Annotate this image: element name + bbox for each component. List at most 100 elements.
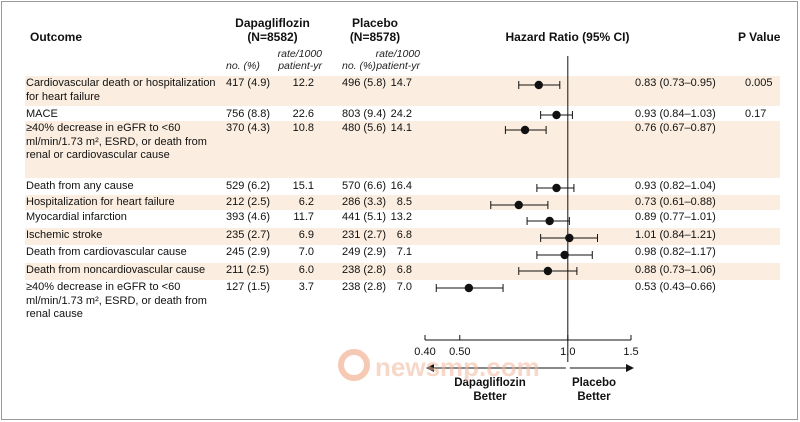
- header-p-value: P Value: [738, 30, 781, 44]
- dapagliflozin-rate: 15.1: [292, 180, 314, 192]
- hazard-ratio-text: 0.73 (0.61–0.88): [635, 196, 716, 208]
- x-tick-label: 0.50: [449, 346, 470, 358]
- subheader-p-rate: rate/1000 patient-yr: [366, 48, 420, 72]
- hazard-ratio-point: [543, 266, 553, 276]
- placebo-rate: 7.0: [396, 281, 412, 293]
- outcome-label: Cardiovascular death or hospitalization …: [26, 77, 216, 103]
- placebo-no-pct: 238 (2.8): [342, 264, 387, 276]
- hazard-ratio-point: [464, 283, 474, 293]
- row-shading: [25, 263, 780, 280]
- placebo-no-pct: 570 (6.6): [342, 180, 387, 192]
- header-placebo-name: Placebo: [351, 16, 399, 30]
- dapagliflozin-no-pct: 245 (2.9): [226, 246, 271, 258]
- subheader-d-rate-2: patient-yr: [278, 60, 322, 72]
- outcome-label: Hospitalization for heart failure: [26, 196, 175, 208]
- dapagliflozin-no-pct: 211 (2.5): [226, 264, 270, 276]
- hazard-ratio-text: 1.01 (0.84–1.21): [635, 229, 716, 241]
- hazard-ratio-point: [520, 125, 530, 135]
- row-shading: [25, 121, 780, 178]
- placebo-no-pct: 803 (9.4): [342, 108, 387, 120]
- row-shading: [25, 228, 780, 245]
- outcome-label: MACE: [26, 108, 58, 120]
- dapagliflozin-rate: 22.6: [292, 108, 314, 120]
- outcome-label: Death from any cause: [26, 180, 134, 192]
- dapagliflozin-no-pct: 393 (4.6): [226, 211, 271, 223]
- subheader-p-no: no. (%): [342, 60, 376, 72]
- placebo-no-pct: 441 (5.1): [342, 211, 387, 223]
- watermark-logo: [338, 349, 370, 381]
- dapagliflozin-no-pct: 417 (4.9): [226, 77, 271, 89]
- direction-label-right: Placebo Better: [572, 377, 616, 403]
- dapagliflozin-rate: 3.7: [298, 281, 314, 293]
- dapagliflozin-rate: 6.0: [298, 264, 314, 276]
- hazard-ratio-text: 0.93 (0.84–1.03): [635, 108, 716, 120]
- outcome-label: ≥40% decrease in eGFR to <60 ml/min/1.73…: [26, 122, 207, 161]
- dapagliflozin-rate: 10.8: [292, 122, 314, 134]
- hazard-ratio-point: [552, 110, 561, 120]
- hazard-ratio-text: 0.76 (0.67–0.87): [635, 122, 716, 134]
- hazard-ratio-point: [565, 233, 574, 243]
- placebo-rate: 6.8: [396, 229, 412, 241]
- placebo-rate: 14.1: [390, 122, 412, 134]
- placebo-no-pct: 238 (2.8): [342, 281, 387, 293]
- placebo-rate: 24.2: [390, 108, 412, 120]
- placebo-rate: 13.2: [390, 211, 412, 223]
- subheader-d-rate-1: rate/1000: [277, 48, 322, 60]
- dapagliflozin-rate: 7.0: [298, 246, 314, 258]
- row-shading: [25, 195, 780, 210]
- arrow-left-head: [426, 364, 434, 372]
- dapagliflozin-rate: 6.9: [298, 229, 314, 241]
- dapagliflozin-no-pct: 756 (8.8): [226, 108, 271, 120]
- hazard-ratio-point: [545, 216, 554, 226]
- hazard-ratio-point: [560, 250, 569, 260]
- header-hazard-ratio: Hazard Ratio (95% CI): [505, 30, 630, 44]
- watermark-icon: [338, 349, 370, 381]
- hazard-ratio-text: 0.53 (0.43–0.66): [635, 281, 716, 293]
- placebo-no-pct: 496 (5.8): [342, 77, 387, 89]
- subheader-d-rate: rate/1000 patient-yr: [268, 48, 322, 72]
- hazard-ratio-text: 0.98 (0.82–1.17): [635, 246, 716, 258]
- dapagliflozin-no-pct: 127 (1.5): [226, 281, 271, 293]
- hazard-ratio-text: 0.93 (0.82–1.04): [635, 180, 716, 192]
- placebo-rate: 16.4: [390, 180, 412, 192]
- direction-label-left: Dapagliflozin Better: [454, 377, 526, 403]
- x-tick-label: 1.0: [560, 346, 575, 358]
- p-value: 0.005: [745, 77, 773, 89]
- hazard-ratio-point: [534, 80, 543, 90]
- placebo-rate: 14.7: [390, 77, 412, 89]
- dapagliflozin-no-pct: 235 (2.7): [226, 229, 271, 241]
- header-outcome: Outcome: [30, 30, 83, 44]
- dapagliflozin-no-pct: 529 (6.2): [226, 180, 271, 192]
- outcome-label: Ischemic stroke: [26, 229, 103, 241]
- hazard-ratio-text: 0.89 (0.77–1.01): [635, 211, 716, 223]
- placebo-no-pct: 249 (2.9): [342, 246, 387, 258]
- dapagliflozin-rate: 12.2: [292, 77, 314, 89]
- watermark-text: newsmp.com: [375, 352, 540, 382]
- placebo-rate: 7.1: [396, 246, 412, 258]
- subheader-p-rate-1: rate/1000: [375, 48, 420, 60]
- outcome-label: Death from cardiovascular cause: [26, 246, 187, 258]
- placebo-rate: 6.8: [396, 264, 412, 276]
- dapagliflozin-rate: 6.2: [298, 196, 314, 208]
- placebo-rate: 8.5: [396, 196, 412, 208]
- dapagliflozin-no-pct: 370 (4.3): [226, 122, 271, 134]
- dapagliflozin-no-pct: 212 (2.5): [226, 196, 271, 208]
- subheader-d-no: no. (%): [226, 60, 260, 72]
- placebo-no-pct: 231 (2.7): [342, 229, 387, 241]
- placebo-no-pct: 286 (3.3): [342, 196, 387, 208]
- x-tick-label: 0.40: [414, 346, 435, 358]
- x-tick-label: 1.5: [623, 346, 638, 358]
- outcome-label: Myocardial infarction: [26, 211, 127, 223]
- placebo-no-pct: 480 (5.6): [342, 122, 387, 134]
- subheader-p-rate-2: patient-yr: [376, 60, 420, 72]
- p-value: 0.17: [745, 108, 767, 120]
- outcome-label: ≥40% decrease in eGFR to <60 ml/min/1.73…: [26, 281, 207, 320]
- header-placebo-n: (N=8578): [349, 30, 401, 44]
- arrow-right-head: [626, 364, 634, 372]
- dapagliflozin-rate: 11.7: [293, 211, 314, 223]
- header-dapagliflozin-name: Dapagliflozin: [235, 16, 310, 30]
- header-dapagliflozin: Dapagliflozin (N=8582): [225, 16, 320, 44]
- hazard-ratio-point: [514, 200, 523, 210]
